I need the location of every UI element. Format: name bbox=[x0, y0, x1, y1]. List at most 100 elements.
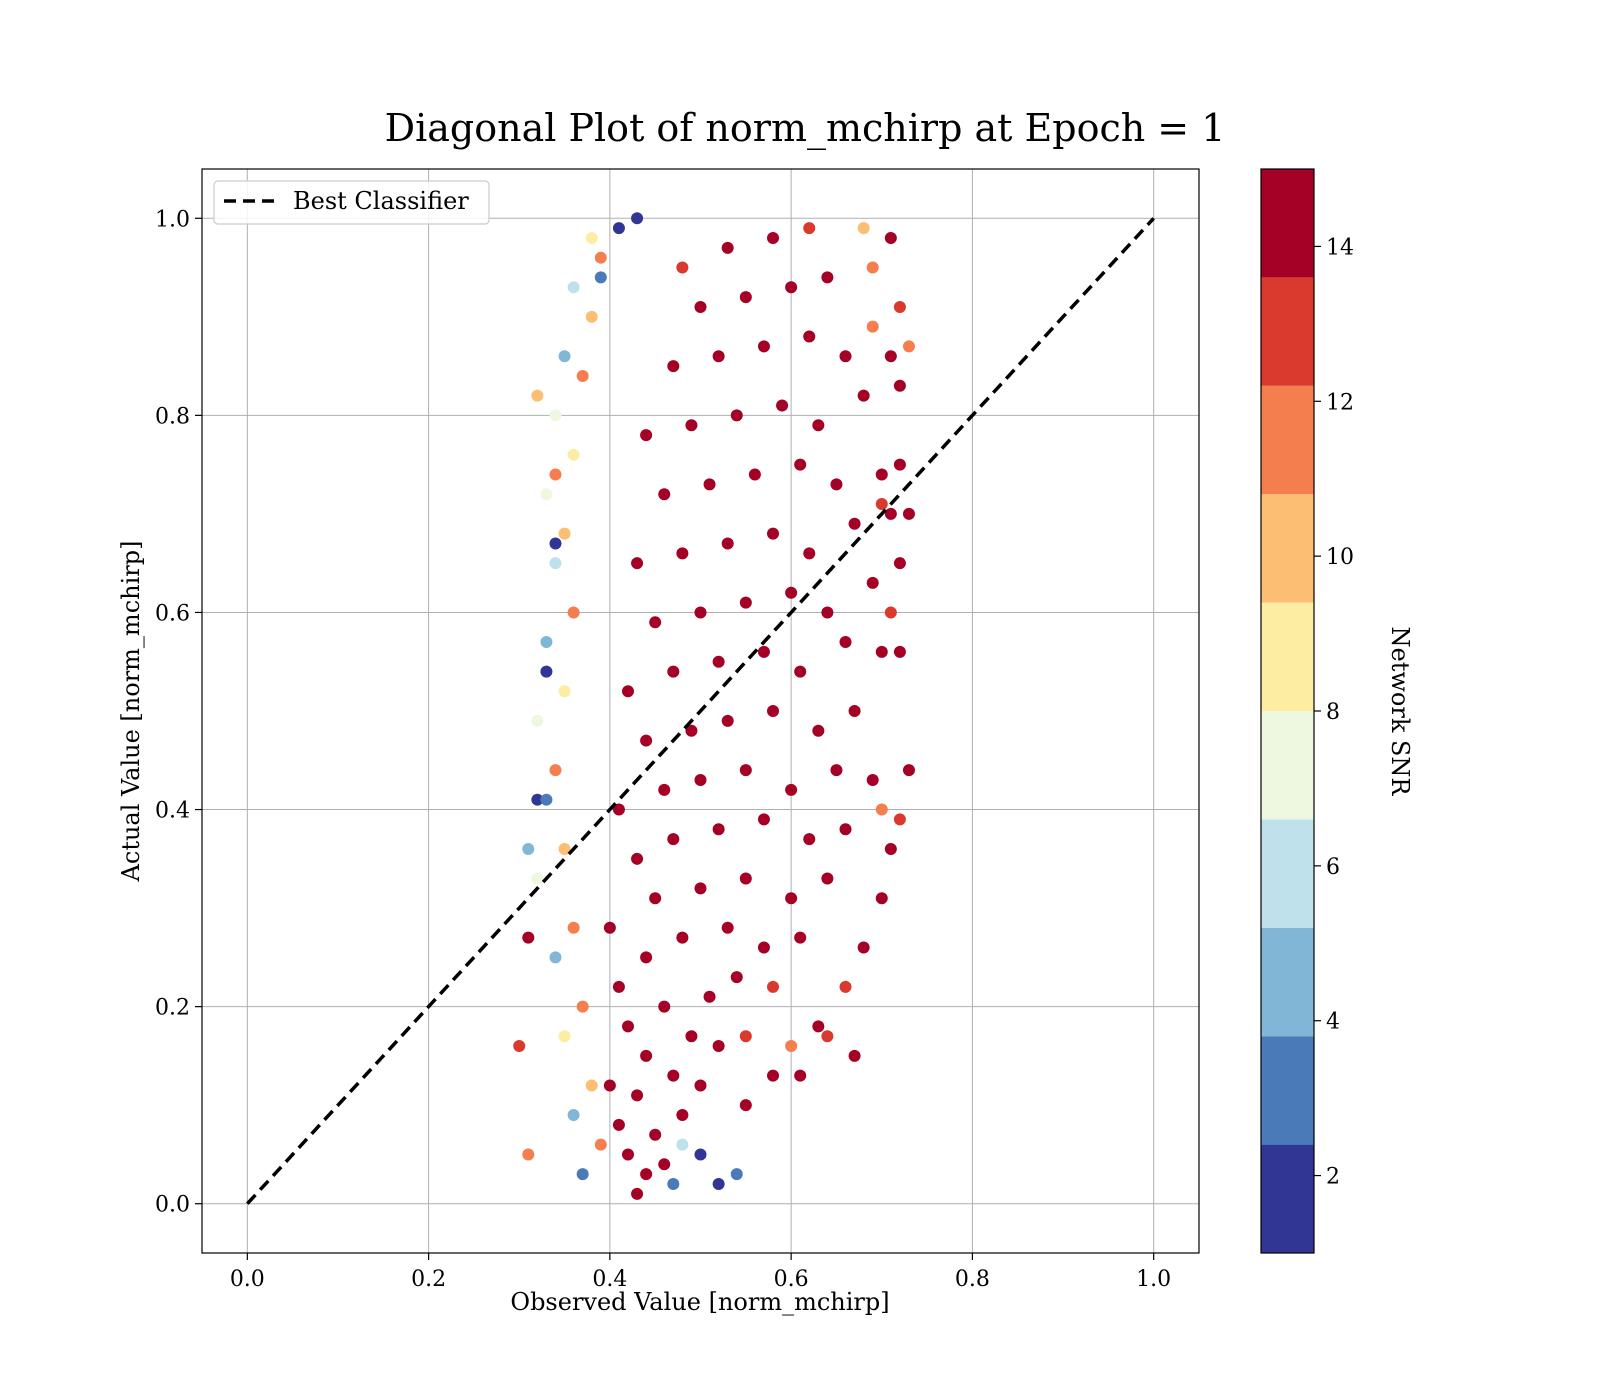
scatter-point bbox=[531, 793, 544, 806]
scatter-point bbox=[866, 576, 879, 589]
scatter-point bbox=[676, 261, 689, 274]
scatter-point bbox=[531, 389, 544, 402]
y-tick-label: 0.2 bbox=[155, 996, 190, 1021]
scatter-point bbox=[803, 547, 816, 560]
scatter-point bbox=[676, 931, 689, 944]
scatter-point bbox=[558, 350, 571, 363]
scatter-point bbox=[884, 350, 897, 363]
scatter-point bbox=[576, 1000, 589, 1013]
scatter-point bbox=[694, 882, 707, 895]
scatter-point bbox=[875, 468, 888, 481]
scatter-point bbox=[848, 705, 861, 717]
scatter-point bbox=[767, 527, 780, 540]
scatter-point bbox=[893, 557, 906, 570]
y-axis-label: Actual Value [norm_mchirp] bbox=[117, 541, 145, 883]
scatter-point bbox=[893, 300, 906, 313]
scatter-point bbox=[640, 429, 653, 442]
colorbar-segment bbox=[1261, 602, 1314, 711]
best-classifier-line bbox=[246, 217, 1155, 1205]
scatter-point bbox=[567, 921, 580, 934]
scatter-point bbox=[712, 655, 725, 668]
colorbar-tick-label: 4 bbox=[1326, 1010, 1340, 1035]
scatter-point bbox=[603, 1079, 616, 1092]
scatter-point bbox=[549, 764, 562, 777]
scatter-point bbox=[658, 488, 671, 501]
scatter-point bbox=[884, 231, 897, 244]
scatter-point bbox=[640, 734, 653, 747]
chart-title: Diagonal Plot of norm_mchirp at Epoch = … bbox=[385, 106, 1226, 151]
scatter-point bbox=[839, 823, 852, 836]
scatter-point bbox=[821, 872, 834, 885]
scatter-point bbox=[776, 399, 789, 412]
colorbar: 2 4 6 8 10 12 14 Network SNR bbox=[1260, 168, 1414, 1254]
scatter-point bbox=[785, 783, 798, 796]
scatter-point bbox=[685, 1030, 698, 1043]
scatter-point bbox=[757, 340, 770, 353]
scatter-point bbox=[893, 379, 906, 392]
scatter-point bbox=[902, 340, 915, 353]
scatter-point bbox=[658, 1158, 671, 1171]
scatter-point bbox=[875, 803, 888, 816]
x-tick-label: 1.0 bbox=[1136, 1267, 1171, 1292]
colorbar-segment bbox=[1261, 1036, 1314, 1145]
legend-entry-best-classifier: Best Classifier bbox=[293, 187, 469, 215]
colorbar-tick-label: 12 bbox=[1326, 390, 1354, 415]
scatter-point bbox=[631, 852, 644, 865]
plot-area: 0.0 0.2 0.4 0.6 0.8 1.0 0.0 0.2 0.4 0.6 0.8 1.0 bbox=[155, 168, 1200, 1292]
scatter-point bbox=[794, 665, 807, 678]
scatter-point bbox=[866, 320, 879, 333]
scatter-point bbox=[694, 606, 707, 619]
colorbar-tick-label: 8 bbox=[1326, 700, 1340, 725]
scatter-point bbox=[893, 458, 906, 471]
scatter-point bbox=[821, 1030, 834, 1043]
scatter-point bbox=[730, 971, 743, 984]
scatter-point bbox=[576, 1168, 589, 1181]
y-axis-ticks: 0.0 0.2 0.4 0.6 0.8 1.0 bbox=[155, 207, 202, 1218]
scatter-point bbox=[712, 1040, 725, 1053]
scatter-point bbox=[612, 222, 625, 235]
scatter-point bbox=[794, 458, 807, 471]
scatter-point bbox=[794, 931, 807, 944]
scatter-point bbox=[694, 300, 707, 313]
scatter-point bbox=[821, 271, 834, 284]
scatter-point bbox=[839, 980, 852, 993]
scatter-point bbox=[631, 212, 644, 225]
scatter-point bbox=[594, 271, 607, 284]
scatter-point bbox=[703, 990, 716, 1003]
scatter-point bbox=[522, 1148, 535, 1161]
scatter-point bbox=[576, 369, 589, 382]
colorbar-segment bbox=[1261, 819, 1314, 928]
scatter-point bbox=[667, 360, 680, 373]
scatter-point bbox=[540, 488, 553, 501]
scatter-point bbox=[839, 636, 852, 649]
scatter-point bbox=[631, 1089, 644, 1102]
scatter-point bbox=[739, 1099, 752, 1112]
scatter-point bbox=[739, 291, 752, 304]
scatter-point bbox=[767, 1069, 780, 1082]
scatter-point bbox=[567, 1109, 580, 1122]
scatter-point bbox=[875, 498, 888, 511]
x-tick-label: 0.4 bbox=[592, 1267, 627, 1292]
scatter-point bbox=[839, 350, 852, 363]
scatter-point bbox=[612, 1118, 625, 1131]
x-tick-label: 0.6 bbox=[774, 1267, 809, 1292]
scatter-point bbox=[685, 419, 698, 432]
scatter-point bbox=[549, 468, 562, 481]
scatter-point bbox=[667, 833, 680, 846]
scatter-point bbox=[721, 537, 734, 550]
scatter-point bbox=[649, 616, 662, 629]
scatter-point bbox=[558, 1030, 571, 1043]
scatter-point bbox=[803, 222, 816, 235]
scatter-point bbox=[812, 724, 825, 737]
scatter-point bbox=[540, 665, 553, 678]
scatter-point bbox=[667, 1178, 680, 1191]
legend: Best Classifier bbox=[213, 180, 490, 225]
scatter-point bbox=[567, 281, 580, 294]
scatter-point bbox=[549, 409, 562, 422]
colorbar-ticks: 2 4 6 8 10 12 14 bbox=[1314, 235, 1354, 1190]
y-tick-label: 0.4 bbox=[155, 799, 190, 824]
scatter-point bbox=[558, 842, 571, 855]
scatter-point bbox=[594, 251, 607, 264]
y-tick-label: 0.0 bbox=[155, 1193, 190, 1218]
scatter-point bbox=[812, 1020, 825, 1033]
